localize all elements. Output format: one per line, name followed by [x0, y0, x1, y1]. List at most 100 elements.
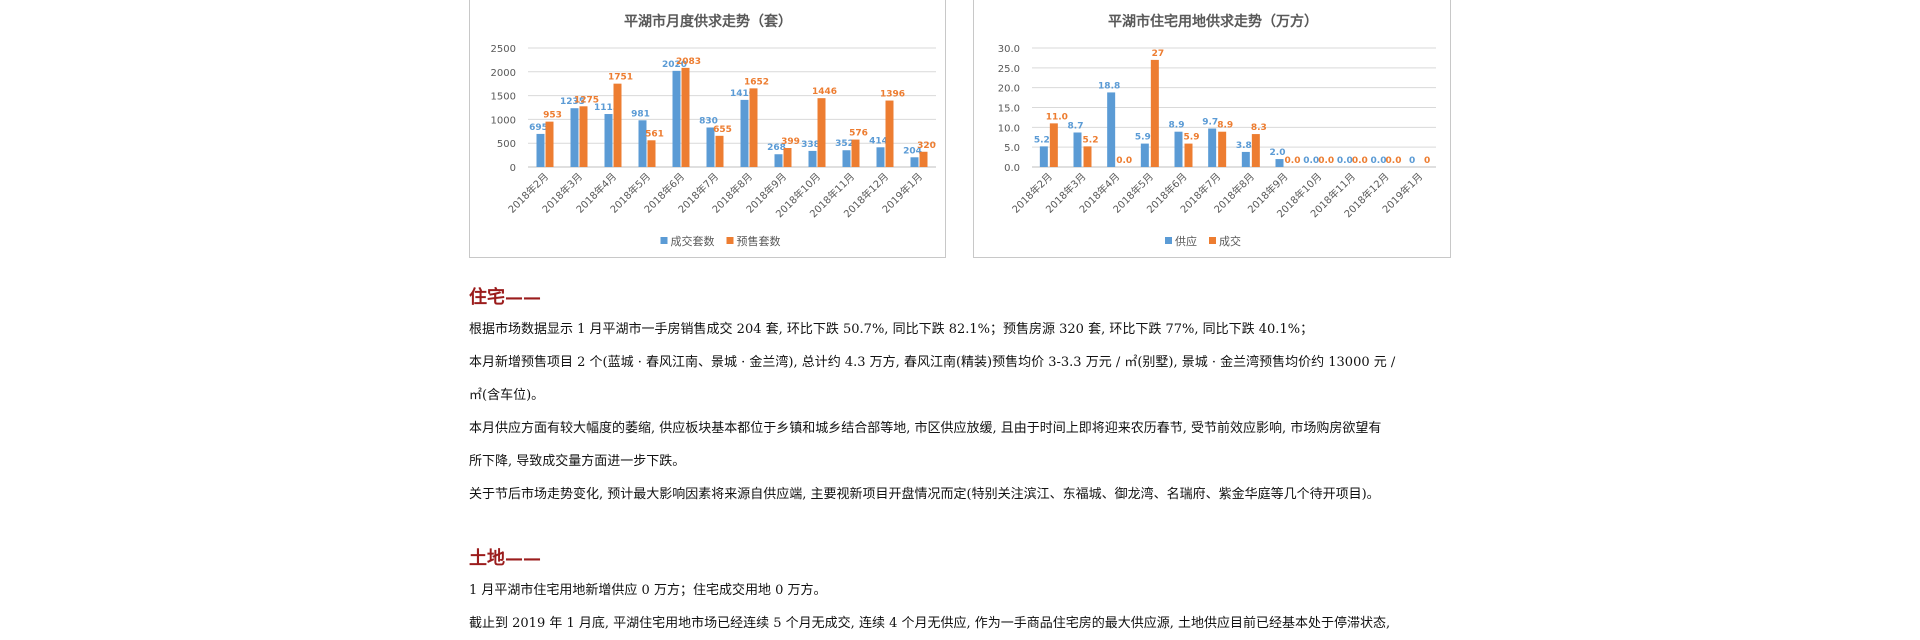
data-label: 9.7 [1202, 118, 1218, 128]
bar [1073, 132, 1082, 167]
data-label: 830 [699, 116, 718, 126]
y-tick-label: 25.0 [998, 64, 1020, 75]
bar [613, 83, 622, 167]
bar [1150, 59, 1159, 167]
data-label: 0.0 [1352, 156, 1368, 166]
bar [1275, 159, 1284, 167]
data-label: 2020 [662, 60, 687, 70]
data-label: 204 [903, 146, 922, 156]
chart-title: 平湖市月度供求走势（套） [624, 13, 792, 30]
data-label: 0.0 [1116, 156, 1132, 166]
data-label: 0.0 [1285, 156, 1301, 166]
data-label: 5.2 [1083, 135, 1099, 145]
bar [885, 100, 894, 167]
bar [536, 133, 545, 167]
bar [919, 151, 928, 167]
bar [579, 106, 588, 167]
bar [638, 120, 647, 167]
bar [1251, 134, 1260, 167]
legend-label: 预售套数 [737, 234, 781, 248]
legend-label: 成交 [1219, 234, 1241, 248]
legend-label: 成交套数 [671, 234, 715, 248]
y-tick-label: 0.0 [1004, 163, 1020, 174]
chart-svg: 平湖市住宅用地供求走势（万方） 0.0 5.0 10.0 15.0 20.0 25.0 30… [998, 13, 1436, 248]
chart-title: 平湖市住宅用地供求走势（万方） [1108, 13, 1318, 30]
data-label: 0.0 [1318, 156, 1334, 166]
data-label: 655 [713, 125, 732, 135]
data-label: 1235 [560, 97, 585, 107]
bar [604, 114, 613, 167]
bar [715, 135, 724, 167]
data-label: 981 [631, 109, 650, 119]
data-label: 352 [835, 139, 854, 149]
bar [545, 121, 554, 167]
legend-label: 供应 [1175, 234, 1197, 248]
bar [1241, 151, 1250, 167]
y-tick-label: 2500 [491, 44, 516, 55]
data-label: 2.0 [1270, 148, 1286, 158]
bar [808, 150, 817, 167]
data-label: 1275 [574, 95, 599, 105]
y-tick-label: 1000 [491, 115, 516, 126]
residential-paragraph-1: 根据市场数据显示 1 月平湖市一手房销售成交 204 套, 环比下跌 50.7%… [469, 322, 1314, 337]
data-label: 8.7 [1068, 121, 1084, 131]
bar [749, 88, 758, 167]
data-label: 1113 [594, 103, 619, 113]
bar [817, 98, 826, 167]
data-label: 1396 [880, 90, 905, 100]
data-label: 338 [801, 140, 820, 150]
data-label: 2083 [676, 57, 701, 67]
data-label: 5.2 [1034, 135, 1050, 145]
data-label: 8.9 [1169, 121, 1185, 131]
legend-swatch [726, 237, 734, 244]
bar [672, 70, 681, 167]
data-label: 695 [529, 123, 548, 133]
data-label: 0 [1409, 156, 1415, 166]
bar [783, 148, 792, 167]
data-label: 0.0 [1371, 156, 1387, 166]
data-label: 1751 [608, 73, 633, 83]
legend-swatch [1165, 237, 1172, 244]
data-label: 8.9 [1217, 121, 1233, 131]
data-label: 268 [767, 143, 786, 153]
data-label: 0.0 [1337, 156, 1353, 166]
bar [1083, 146, 1092, 167]
residential-paragraph-2-cont: ㎡(含车位)。 [469, 388, 545, 403]
data-label: 0.0 [1303, 156, 1319, 166]
data-label: 8.3 [1251, 123, 1267, 133]
residential-paragraph-4: 关于节后市场走势变化, 预计最大影响因素将来源自供应端, 主要视新项目开盘情况而… [469, 487, 1380, 502]
y-tick-label: 500 [497, 139, 516, 150]
data-label: 0.0 [1386, 156, 1402, 166]
y-tick-label: 2000 [491, 68, 516, 79]
y-tick-label: 5.0 [1004, 143, 1020, 154]
data-label: 3.8 [1236, 141, 1252, 151]
residential-heading: 住宅—— [469, 287, 541, 308]
land-supply-demand-chart: 平湖市住宅用地供求走势（万方） 0.0 5.0 10.0 15.0 20.0 25.0 30… [973, 0, 1451, 258]
bar [681, 67, 690, 167]
data-label: 953 [543, 111, 562, 121]
data-label: 576 [849, 129, 868, 139]
bar [1140, 143, 1149, 167]
bar [774, 154, 783, 167]
data-label: 18.8 [1098, 81, 1120, 91]
data-label: 1410 [730, 89, 755, 99]
data-label: 320 [917, 141, 936, 151]
residential-paragraph-3-cont: 所下降, 导致成交量方面进一步下跌。 [469, 454, 686, 469]
y-tick-label: 30.0 [998, 44, 1020, 55]
chart-svg: 平湖市月度供求走势（套） 0 500 1000 1500 2000 2500 695 953 1… [491, 13, 936, 248]
bar [647, 140, 656, 167]
y-tick-label: 1500 [491, 92, 516, 103]
y-tick-label: 20.0 [998, 84, 1020, 95]
residential-paragraph-3: 本月供应方面有较大幅度的萎缩, 供应板块基本都位于乡镇和城乡结合部等地, 市区供… [469, 421, 1382, 436]
land-paragraph-2: 截止到 2019 年 1 月底, 平湖住宅用地市场已经连续 5 个月无成交, 连… [469, 616, 1391, 631]
data-label: 5.9 [1135, 133, 1151, 143]
bar [706, 127, 715, 167]
bar [570, 108, 579, 167]
bar [1208, 128, 1217, 167]
bar [1174, 131, 1183, 167]
data-label: 5.9 [1184, 133, 1200, 143]
residential-paragraph-2: 本月新增预售项目 2 个(蓝城 · 春风江南、景城 · 金兰湾), 总计约 4.… [469, 355, 1396, 370]
data-label: 414 [869, 136, 888, 146]
data-label: 561 [645, 129, 664, 139]
legend-swatch [1209, 237, 1216, 244]
